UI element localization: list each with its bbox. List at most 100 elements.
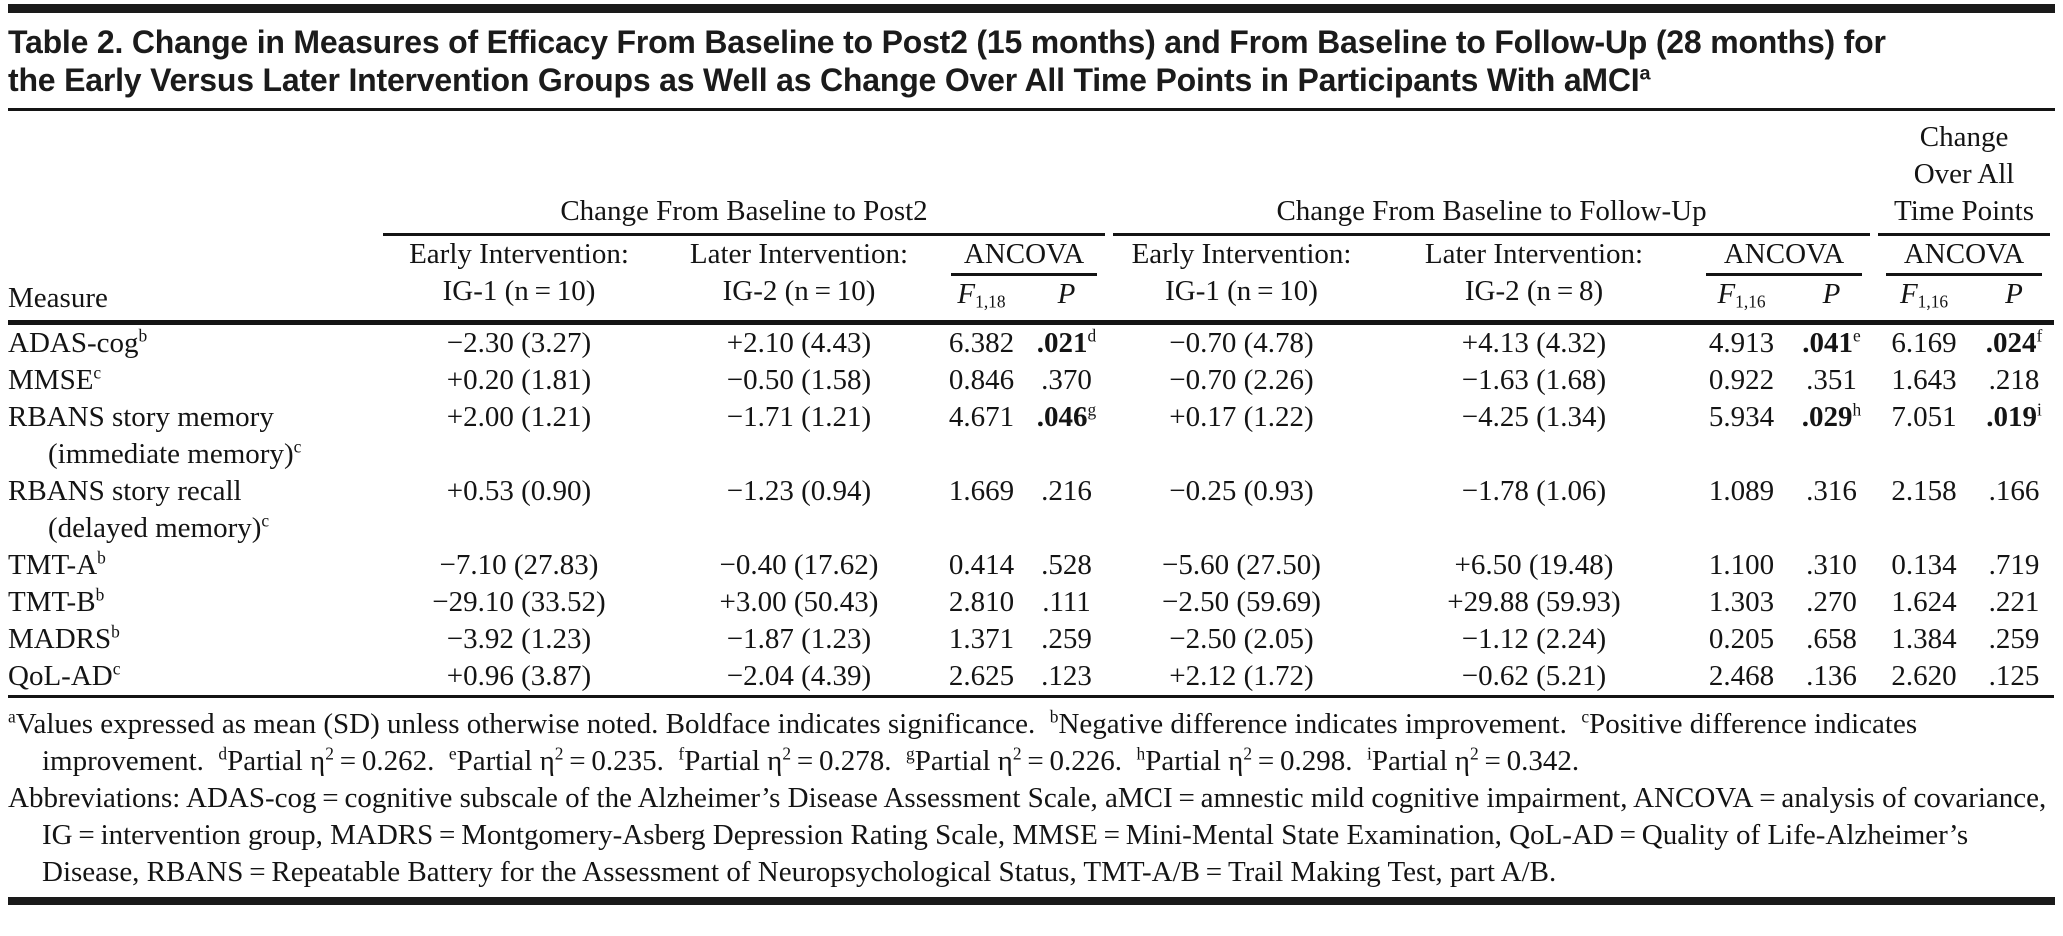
f-header-post2: F1,18 (957, 278, 1006, 312)
value-cell: .270 (1806, 586, 1857, 619)
measure-label: TMT-Bb (8, 584, 105, 619)
col-header-followup-early: Early Intervention: IG-1 (n = 10) (1131, 238, 1352, 307)
value-cell: −1.87 (1.23) (726, 623, 872, 656)
value-cell: 2.810 (948, 586, 1015, 619)
f-header-followup: F1,16 (1717, 278, 1766, 312)
value-cell: .370 (1041, 364, 1092, 397)
value-cell: .046g (1036, 399, 1097, 434)
table-title: Table 2. Change in Measures of Efficacy … (8, 23, 2055, 99)
value-cell: −2.50 (59.69) (1162, 586, 1321, 619)
value-cell: 1.100 (1708, 549, 1775, 582)
value-cell: +0.20 (1.81) (446, 364, 592, 397)
value-cell: .136 (1806, 660, 1857, 693)
measure-label: RBANS story memory (immediate memory)c (8, 401, 302, 471)
value-cell: +0.17 (1.22) (1169, 401, 1314, 434)
value-cell: 1.384 (1891, 623, 1957, 656)
f-header-overall: F1,16 (1899, 278, 1949, 312)
value-cell: 2.620 (1891, 660, 1957, 693)
value-cell: .166 (1988, 475, 2040, 508)
value-cell: −3.92 (1.23) (446, 623, 592, 656)
measure-label: MADRSb (8, 621, 120, 656)
value-cell: 5.934 (1708, 401, 1775, 434)
value-cell: +6.50 (19.48) (1454, 549, 1614, 582)
value-cell: 1.643 (1891, 364, 1957, 397)
value-cell: 2.158 (1891, 475, 1957, 508)
value-cell: 4.913 (1708, 327, 1775, 360)
value-cell: −0.62 (5.21) (1461, 660, 1607, 693)
table-title-line2: the Early Versus Later Intervention Grou… (8, 62, 1640, 98)
measure-label: RBANS story recall (delayed memory)c (8, 475, 270, 545)
footnotes: aValues expressed as mean (SD) unless ot… (8, 706, 2055, 891)
value-cell: +0.53 (0.90) (446, 475, 592, 508)
value-cell: .310 (1806, 549, 1857, 582)
value-cell: +29.88 (59.93) (1447, 586, 1621, 619)
table-row: ADAS-cogb −2.30 (3.27) +2.10 (4.43) 6.382 .0… (8, 323, 2054, 363)
statistic-header-row: F1,18 P F1,16 P F1,16 P (8, 276, 2054, 323)
table-title-line1: Table 2. Change in Measures of Efficacy … (8, 24, 1886, 60)
group-header-row: Measure Change From Baseline to Post2 Ch… (8, 113, 2054, 314)
table-row: RBANS story memory (immediate memory)c +2.… (8, 399, 2054, 473)
value-cell: 1.624 (1891, 586, 1957, 619)
value-cell: 6.169 (1891, 327, 1957, 360)
value-cell: −1.78 (1.06) (1461, 475, 1607, 508)
value-cell: −1.12 (2.24) (1461, 623, 1607, 656)
measure-label: TMT-Ab (8, 547, 106, 582)
value-cell: 0.134 (1891, 549, 1957, 582)
table-header: Measure Change From Baseline to Post2 Ch… (8, 113, 2055, 323)
value-cell: −2.30 (3.27) (446, 327, 592, 360)
value-cell: .125 (1988, 660, 2040, 693)
value-cell: +3.00 (50.43) (719, 586, 879, 619)
value-cell: .021d (1036, 325, 1097, 360)
value-cell: .658 (1806, 623, 1857, 656)
value-cell: .259 (1988, 623, 2040, 656)
footnote-paragraph: Abbreviations: ADAS-cog = cognitive subs… (8, 782, 2047, 889)
value-cell: .041e (1802, 325, 1861, 360)
value-cell: +2.10 (4.43) (726, 327, 872, 360)
group-header-followup: Change From Baseline to Follow-Up (1109, 113, 1874, 236)
table-row: QoL-ADc +0.96 (3.87) −2.04 (4.39) 2.625 .123… (8, 658, 2054, 697)
value-cell: −2.04 (4.39) (726, 660, 872, 693)
value-cell: +2.12 (1.72) (1169, 660, 1314, 693)
value-cell: −0.70 (2.26) (1169, 364, 1314, 397)
col-header-post2-later: Later Intervention: IG-2 (n = 10) (689, 238, 909, 307)
value-cell: 0.846 (948, 364, 1015, 397)
value-cell: −0.70 (4.78) (1169, 327, 1314, 360)
value-cell: 2.625 (948, 660, 1015, 693)
subgroup-header-row: Early Intervention: IG-1 (n = 10) Later I… (8, 236, 2054, 307)
value-cell: +0.96 (3.87) (446, 660, 592, 693)
title-divider-rule (8, 108, 2055, 111)
value-cell: 6.382 (948, 327, 1015, 360)
p-header-followup: P (1822, 278, 1841, 310)
table-row: MADRSb −3.92 (1.23) −1.87 (1.23) 1.371 .259 −… (8, 621, 2054, 658)
value-cell: 2.468 (1708, 660, 1775, 693)
value-cell: −0.25 (0.93) (1169, 475, 1314, 508)
table-row: TMT-Ab −7.10 (27.83) −0.40 (17.62) 0.414 .52… (8, 547, 2054, 584)
value-cell: .111 (1042, 586, 1091, 619)
measure-label: ADAS-cogb (8, 325, 148, 360)
table-row: TMT-Bb −29.10 (33.52) +3.00 (50.43) 2.810 .1… (8, 584, 2054, 621)
value-cell: −1.71 (1.21) (726, 401, 872, 434)
value-cell: .024f (1985, 325, 2043, 360)
value-cell: −1.23 (0.94) (726, 475, 872, 508)
value-cell: .216 (1041, 475, 1092, 508)
value-cell: .351 (1806, 364, 1857, 397)
value-cell: −2.50 (2.05) (1169, 623, 1314, 656)
measure-label: QoL-ADc (8, 658, 121, 693)
value-cell: .221 (1988, 586, 2040, 619)
footnote-paragraph: aValues expressed as mean (SD) unless ot… (8, 706, 1918, 778)
measure-label: MMSEc (8, 362, 102, 397)
table-title-footnote-marker: a (1639, 62, 1651, 85)
value-cell: −4.25 (1.34) (1461, 401, 1607, 434)
value-cell: −0.40 (17.62) (719, 549, 879, 582)
value-cell: 0.414 (948, 549, 1015, 582)
value-cell: −0.50 (1.58) (726, 364, 872, 397)
value-cell: .316 (1806, 475, 1857, 508)
value-cell: .123 (1041, 660, 1092, 693)
value-cell: .218 (1988, 364, 2040, 397)
table-row: RBANS story recall (delayed memory)c +0.53… (8, 473, 2054, 547)
group-header-post2: Change From Baseline to Post2 (379, 113, 1109, 236)
value-cell: +2.00 (1.21) (446, 401, 592, 434)
value-cell: +4.13 (4.32) (1461, 327, 1607, 360)
col-header-followup-later: Later Intervention: IG-2 (n = 8) (1424, 238, 1644, 307)
